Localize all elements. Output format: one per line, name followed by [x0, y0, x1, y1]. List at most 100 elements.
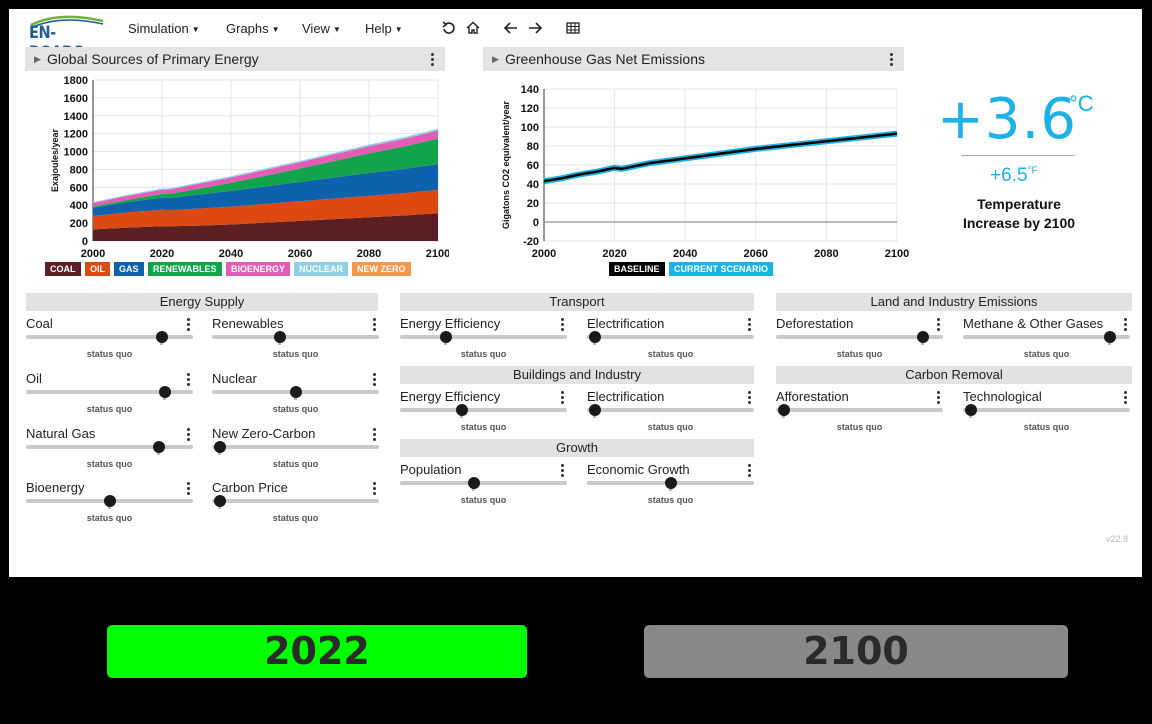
slider-handle[interactable] — [214, 441, 226, 453]
slider-coal[interactable]: Coal status quo — [26, 316, 193, 368]
slider-handle[interactable] — [289, 386, 302, 398]
slider-handle[interactable] — [778, 404, 790, 416]
more-options-icon[interactable] — [1124, 391, 1128, 404]
legend-renewables[interactable]: RENEWABLES — [148, 262, 222, 276]
slider-technological[interactable]: Technological status quo — [963, 389, 1130, 441]
graph2-header[interactable]: ▶ Greenhouse Gas Net Emissions — [483, 47, 904, 71]
start-year-button[interactable]: 2022 — [107, 625, 527, 678]
slider-track[interactable] — [26, 390, 193, 394]
expand-triangle-icon[interactable]: ▶ — [492, 54, 499, 64]
more-options-icon[interactable] — [373, 373, 377, 386]
slider-population[interactable]: Population status quo — [400, 462, 567, 514]
slider-track[interactable] — [776, 408, 943, 412]
slider-handle[interactable] — [274, 331, 287, 343]
slider-energy-efficiency[interactable]: Energy Efficiency status quo — [400, 389, 567, 441]
slider-bioenergy[interactable]: Bioenergy status quo — [26, 480, 193, 532]
status-quo-label: status quo — [836, 349, 883, 359]
menu-help[interactable]: Help ▼ — [365, 21, 403, 36]
slider-handle[interactable] — [103, 495, 116, 507]
menu-graphs[interactable]: Graphs ▼ — [226, 21, 280, 36]
more-options-icon[interactable] — [373, 482, 377, 495]
more-options-icon[interactable] — [748, 391, 752, 404]
slider-handle[interactable] — [664, 477, 677, 489]
legend-baseline[interactable]: BASELINE — [609, 262, 665, 276]
more-options-icon[interactable] — [748, 318, 752, 331]
slider-handle[interactable] — [589, 331, 601, 343]
end-year-button[interactable]: 2100 — [644, 625, 1068, 678]
slider-handle[interactable] — [159, 386, 172, 398]
slider-afforestation[interactable]: Afforestation status quo — [776, 389, 943, 441]
y-tick-label: 400 — [70, 200, 88, 212]
slider-track[interactable] — [963, 335, 1130, 339]
legend-nuclear[interactable]: NUCLEAR — [294, 262, 348, 276]
home-icon[interactable] — [465, 20, 481, 36]
slider-new-zero-carbon[interactable]: New Zero-Carbon status quo — [212, 426, 379, 478]
slider-handle[interactable] — [214, 495, 226, 507]
slider-renewables[interactable]: Renewables status quo — [212, 316, 379, 368]
slider-track[interactable] — [26, 335, 193, 339]
slider-track[interactable] — [400, 335, 567, 339]
y-tick-label: 800 — [70, 164, 88, 176]
legend-new-zero[interactable]: NEW ZERO — [352, 262, 411, 276]
more-options-icon[interactable] — [187, 318, 191, 331]
forward-arrow-icon[interactable] — [527, 20, 543, 36]
more-options-icon[interactable] — [187, 373, 191, 386]
slider-handle[interactable] — [589, 404, 601, 416]
more-options-icon[interactable] — [187, 428, 191, 441]
slider-track[interactable] — [212, 445, 379, 449]
en-roads-logo[interactable]: EN-ROADS — [29, 13, 105, 63]
slider-track[interactable] — [400, 408, 567, 412]
menu-simulation[interactable]: Simulation ▼ — [128, 21, 200, 36]
slider-track[interactable] — [400, 481, 567, 485]
table-icon[interactable] — [565, 20, 581, 36]
more-options-icon[interactable] — [937, 318, 941, 331]
legend-bioenergy[interactable]: BIOENERGY — [226, 262, 291, 276]
slider-track[interactable] — [587, 408, 754, 412]
legend-oil[interactable]: OIL — [85, 262, 110, 276]
expand-triangle-icon[interactable]: ▶ — [34, 54, 41, 64]
slider-electrification[interactable]: Electrification status quo — [587, 389, 754, 441]
menu-view[interactable]: View ▼ — [302, 21, 341, 36]
legend-coal[interactable]: COAL — [45, 262, 81, 276]
back-arrow-icon[interactable] — [503, 20, 519, 36]
slider-handle[interactable] — [439, 331, 452, 343]
slider-deforestation[interactable]: Deforestation status quo — [776, 316, 943, 368]
slider-economic-growth[interactable]: Economic Growth status quo — [587, 462, 754, 514]
slider-energy-efficiency[interactable]: Energy Efficiency status quo — [400, 316, 567, 368]
slider-oil[interactable]: Oil status quo — [26, 371, 193, 423]
slider-track[interactable] — [963, 408, 1130, 412]
slider-track[interactable] — [776, 335, 943, 339]
slider-electrification[interactable]: Electrification status quo — [587, 316, 754, 368]
slider-handle[interactable] — [456, 404, 469, 416]
more-options-icon[interactable] — [373, 318, 377, 331]
more-options-icon[interactable] — [1124, 318, 1128, 331]
legend-current-scenario[interactable]: CURRENT SCENARIO — [669, 262, 774, 276]
legend-gas[interactable]: GAS — [114, 262, 144, 276]
more-options-icon[interactable] — [937, 391, 941, 404]
more-options-icon[interactable] — [373, 428, 377, 441]
slider-carbon-price[interactable]: Carbon Price status quo — [212, 480, 379, 532]
slider-handle[interactable] — [156, 331, 169, 343]
slider-track[interactable] — [26, 445, 193, 449]
more-options-icon[interactable] — [187, 482, 191, 495]
slider-track[interactable] — [587, 335, 754, 339]
slider-handle[interactable] — [1103, 331, 1116, 343]
slider-handle[interactable] — [468, 477, 481, 489]
slider-methane-other-gases[interactable]: Methane & Other Gases status quo — [963, 316, 1130, 368]
more-options-icon[interactable] — [748, 464, 752, 477]
graph2-title: Greenhouse Gas Net Emissions — [505, 51, 705, 67]
more-options-icon[interactable] — [561, 318, 565, 331]
undo-icon[interactable] — [441, 20, 457, 36]
more-options-icon[interactable] — [431, 53, 435, 66]
graph1-header[interactable]: ▶ Global Sources of Primary Energy — [25, 47, 445, 71]
more-options-icon[interactable] — [890, 53, 894, 66]
slider-nuclear[interactable]: Nuclear status quo — [212, 371, 379, 423]
slider-track[interactable] — [212, 335, 379, 339]
slider-natural-gas[interactable]: Natural Gas status quo — [26, 426, 193, 478]
slider-handle[interactable] — [916, 331, 929, 343]
more-options-icon[interactable] — [561, 391, 565, 404]
slider-track[interactable] — [212, 499, 379, 503]
more-options-icon[interactable] — [561, 464, 565, 477]
slider-handle[interactable] — [153, 441, 166, 453]
slider-handle[interactable] — [965, 404, 977, 416]
